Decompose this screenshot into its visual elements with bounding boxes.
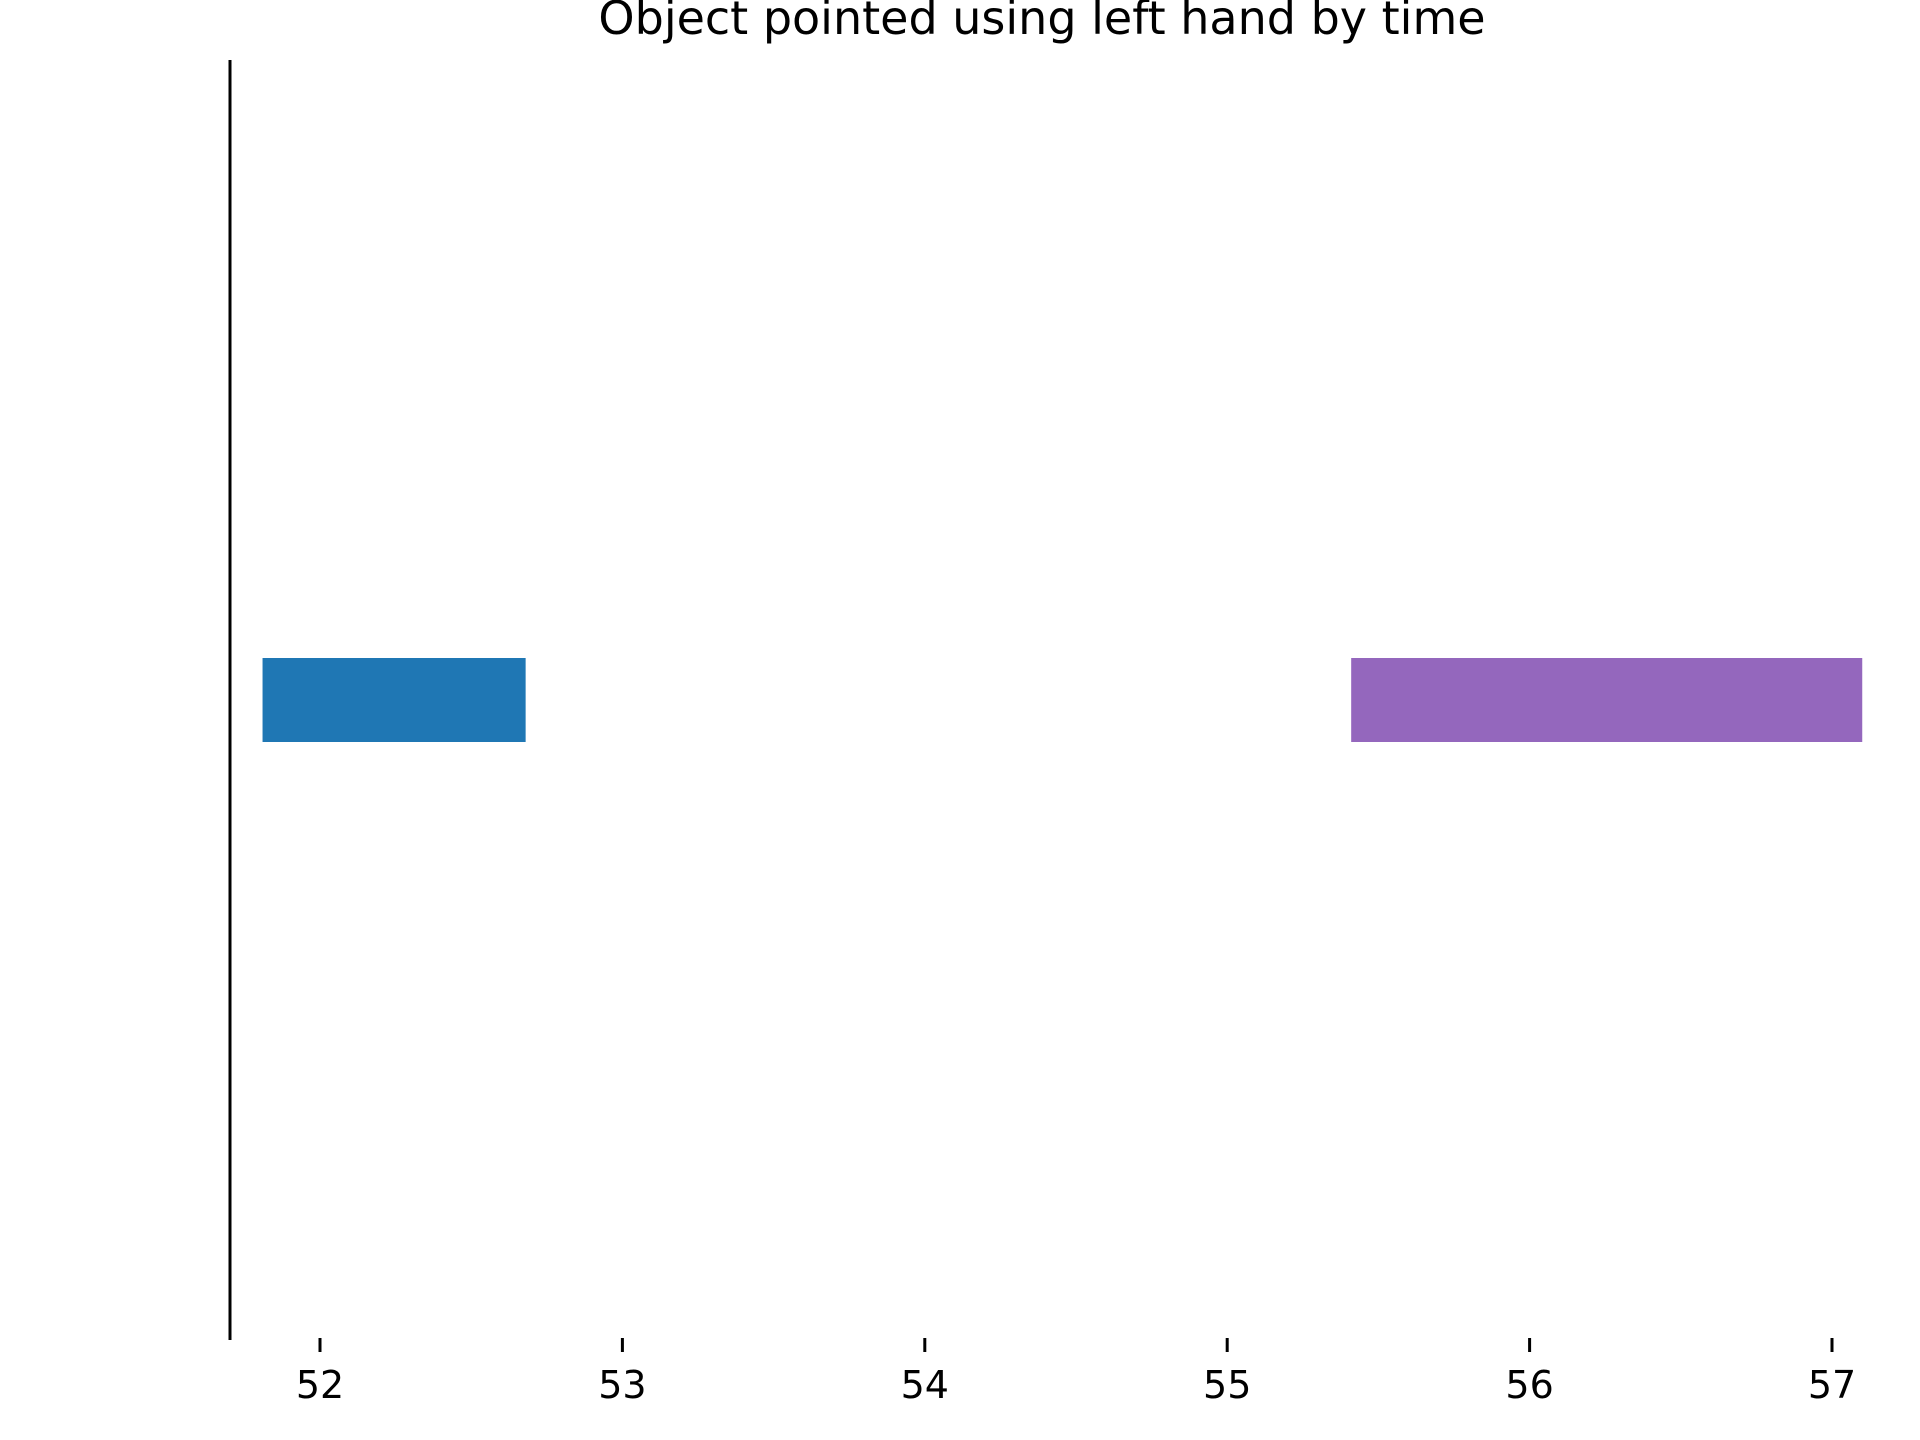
bars-group [262,658,1863,742]
x-tick-label: 55 [1203,1363,1251,1407]
chart-title: Object pointed using left hand by time [598,0,1485,45]
x-tick-label: 54 [901,1363,949,1407]
x-tick-label: 56 [1505,1363,1553,1407]
x-axis-ticks: 52 53 54 55 56 57 [296,1338,1856,1407]
x-tick-label: 52 [296,1363,344,1407]
bar-segment-1 [262,658,526,742]
bar-segment-2 [1351,658,1863,742]
x-tick-label: 57 [1808,1363,1856,1407]
x-tick-label: 53 [598,1363,646,1407]
